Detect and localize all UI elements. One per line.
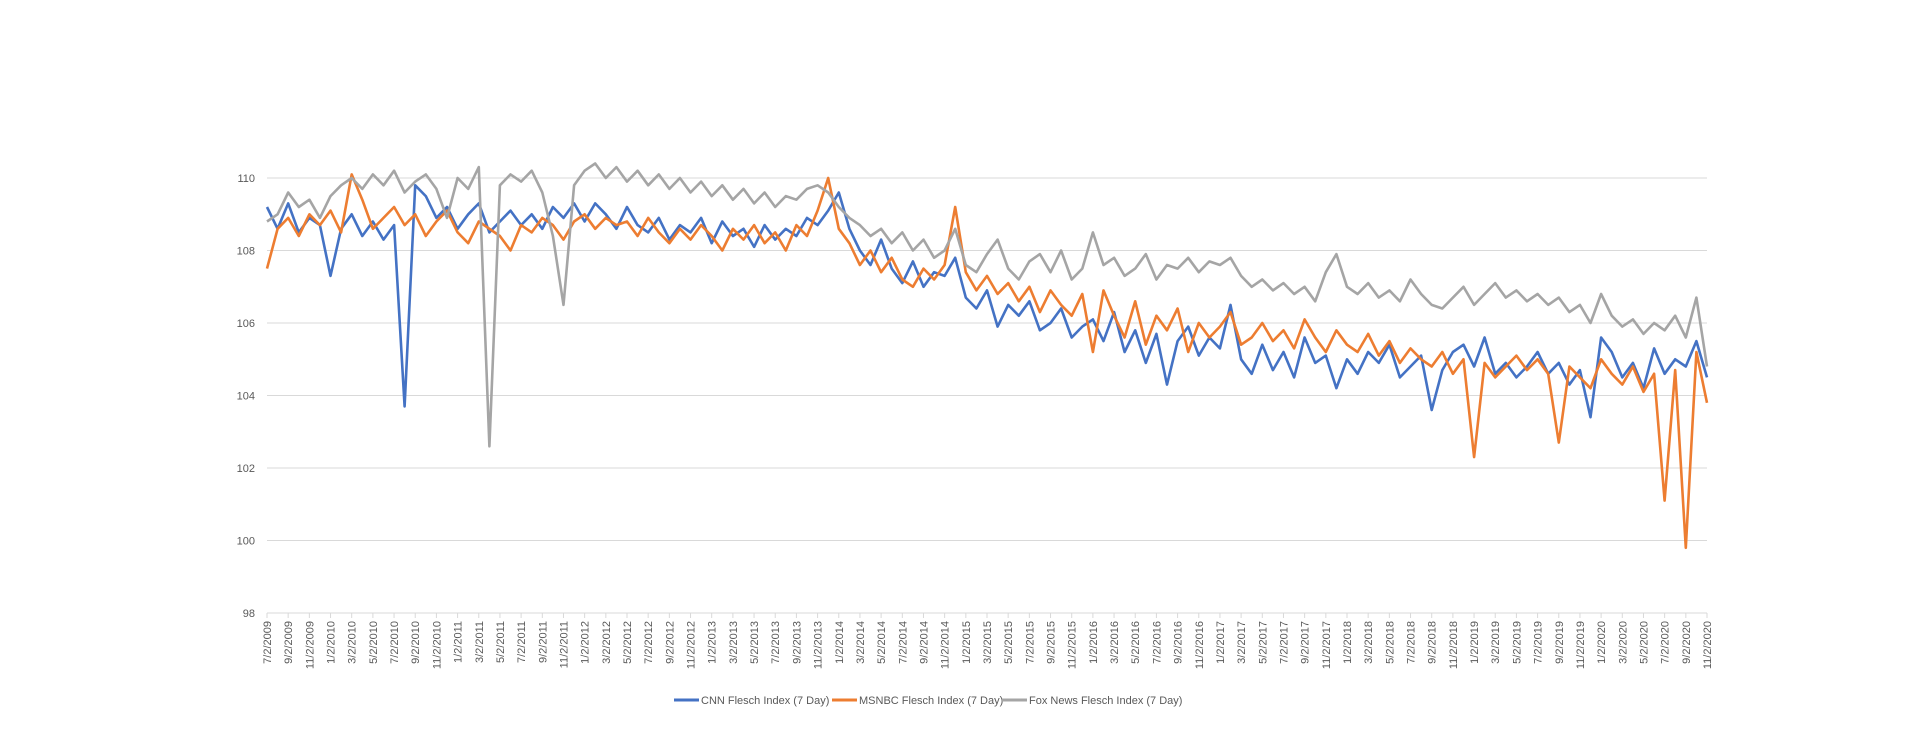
series-lines (265, 162, 1709, 550)
x-tick-label: 7/2/2016 (1151, 621, 1163, 664)
x-tick-label: 9/2/2019 (1554, 621, 1566, 664)
x-tick-label: 11/2/2018 (1448, 621, 1460, 669)
x-tick-label: 1/2/2019 (1469, 621, 1481, 664)
x-tick-label: 1/2/2017 (1215, 621, 1227, 664)
x-tick-label: 3/2/2020 (1617, 621, 1629, 664)
y-tick-label: 110 (237, 173, 255, 185)
x-tick-label: 3/2/2011 (474, 621, 486, 663)
x-tick-label: 9/2/2020 (1681, 621, 1693, 664)
x-tick-label: 7/2/2013 (770, 621, 782, 664)
x-tick-label: 1/2/2014 (834, 621, 846, 664)
x-tick-label: 3/2/2016 (1109, 621, 1121, 664)
y-axis: 98 100 102 104 106 108 110 (237, 173, 255, 620)
x-tick-label: 5/2/2019 (1511, 621, 1523, 664)
x-tick-label: 11/2/2019 (1575, 621, 1587, 669)
legend: CNN Flesch Index (7 Day) MSNBC Flesch Ind… (674, 695, 1182, 707)
x-tick-label: 1/2/2016 (1088, 621, 1100, 664)
x-tick-label: 7/2/2010 (389, 621, 401, 664)
x-tick-label: 3/2/2010 (347, 621, 359, 664)
x-tick-label: 1/2/2011 (453, 621, 465, 663)
x-tick-label: 11/2/2010 (431, 621, 443, 669)
x-tick-label: 5/2/2012 (622, 621, 634, 664)
x-tick-label: 3/2/2018 (1363, 621, 1375, 664)
x-tick-label: 3/2/2012 (601, 621, 613, 664)
legend-item-cnn: CNN Flesch Index (7 Day) (674, 695, 829, 707)
x-tick-label: 9/2/2013 (791, 621, 803, 664)
y-tick-label: 102 (237, 463, 255, 475)
x-tick-label: 7/2/2020 (1660, 621, 1672, 664)
x-tick-label: 1/2/2013 (707, 621, 719, 664)
x-tick-label: 3/2/2015 (982, 621, 994, 664)
x-tick-label: 1/2/2015 (961, 621, 973, 664)
y-tick-label: 98 (243, 608, 255, 620)
x-tick-label: 7/2/2019 (1533, 621, 1545, 664)
x-tick-label: 9/2/2015 (1046, 621, 1058, 664)
x-tick-label: 11/2/2017 (1321, 621, 1333, 669)
legend-label: Fox News Flesch Index (7 Day) (1029, 695, 1182, 707)
x-tick-label: 11/2/2011 (558, 621, 570, 668)
x-tick-label: 7/2/2014 (897, 621, 909, 664)
series-line-cnn (265, 184, 1709, 419)
legend-item-fox-news: Fox News Flesch Index (7 Day) (1002, 695, 1182, 707)
x-tick-label: 1/2/2018 (1342, 621, 1354, 664)
x-tick-label: 5/2/2010 (368, 621, 380, 664)
x-tick-label: 1/2/2012 (580, 621, 592, 664)
x-tick-label: 7/2/2012 (643, 621, 655, 664)
x-axis: 7/2/2009 9/2/2009 11/2/2009 1/2/2010 3/2/201… (262, 613, 1714, 669)
x-tick-label: 3/2/2013 (728, 621, 740, 664)
x-tick-label: 9/2/2017 (1300, 621, 1312, 664)
x-tick-label: 9/2/2014 (918, 621, 930, 664)
x-tick-label: 1/2/2020 (1596, 621, 1608, 664)
x-tick-label: 9/2/2009 (283, 621, 295, 664)
x-tick-label: 3/2/2017 (1236, 621, 1248, 664)
y-tick-label: 106 (237, 318, 255, 330)
legend-item-msnbc: MSNBC Flesch Index (7 Day) (832, 695, 1003, 707)
x-tick-label: 9/2/2018 (1427, 621, 1439, 664)
y-tick-label: 104 (237, 391, 255, 403)
x-tick-label: 11/2/2015 (1067, 621, 1079, 669)
x-tick-label: 9/2/2016 (1173, 621, 1185, 664)
legend-label: MSNBC Flesch Index (7 Day) (859, 695, 1003, 707)
x-tick-label: 11/2/2009 (304, 621, 316, 669)
x-tick-label: 3/2/2019 (1490, 621, 1502, 664)
x-tick-label: 5/2/2017 (1257, 621, 1269, 664)
x-tick-label: 5/2/2016 (1130, 621, 1142, 664)
y-tick-label: 108 (237, 246, 255, 258)
legend-label: CNN Flesch Index (7 Day) (701, 695, 829, 707)
x-tick-label: 7/2/2011 (516, 621, 528, 663)
y-tick-label: 100 (237, 536, 255, 548)
x-tick-label: 11/2/2014 (940, 621, 952, 669)
x-tick-label: 11/2/2012 (686, 621, 698, 669)
x-tick-label: 9/2/2012 (664, 621, 676, 664)
x-tick-label: 5/2/2011 (495, 621, 507, 663)
x-tick-label: 7/2/2018 (1406, 621, 1418, 664)
x-tick-label: 9/2/2011 (537, 621, 549, 663)
x-tick-label: 9/2/2010 (410, 621, 422, 664)
gridlines (267, 177, 1707, 614)
x-tick-label: 11/2/2013 (813, 621, 825, 669)
x-tick-label: 11/2/2020 (1702, 621, 1714, 669)
x-tick-label: 5/2/2014 (876, 621, 888, 664)
x-tick-label: 3/2/2014 (855, 621, 867, 664)
x-tick-label: 5/2/2020 (1638, 621, 1650, 664)
x-tick-label: 7/2/2017 (1278, 621, 1290, 664)
x-tick-label: 5/2/2015 (1003, 621, 1015, 664)
x-tick-label: 7/2/2009 (262, 621, 274, 664)
x-tick-label: 5/2/2013 (749, 621, 761, 664)
x-tick-label: 7/2/2015 (1024, 621, 1036, 664)
series-line-fox-news (266, 162, 1709, 448)
series-line-msnbc (265, 173, 1709, 550)
x-tick-label: 11/2/2016 (1194, 621, 1206, 669)
x-tick-label: 5/2/2018 (1384, 621, 1396, 664)
x-tick-label: 1/2/2010 (326, 621, 338, 664)
